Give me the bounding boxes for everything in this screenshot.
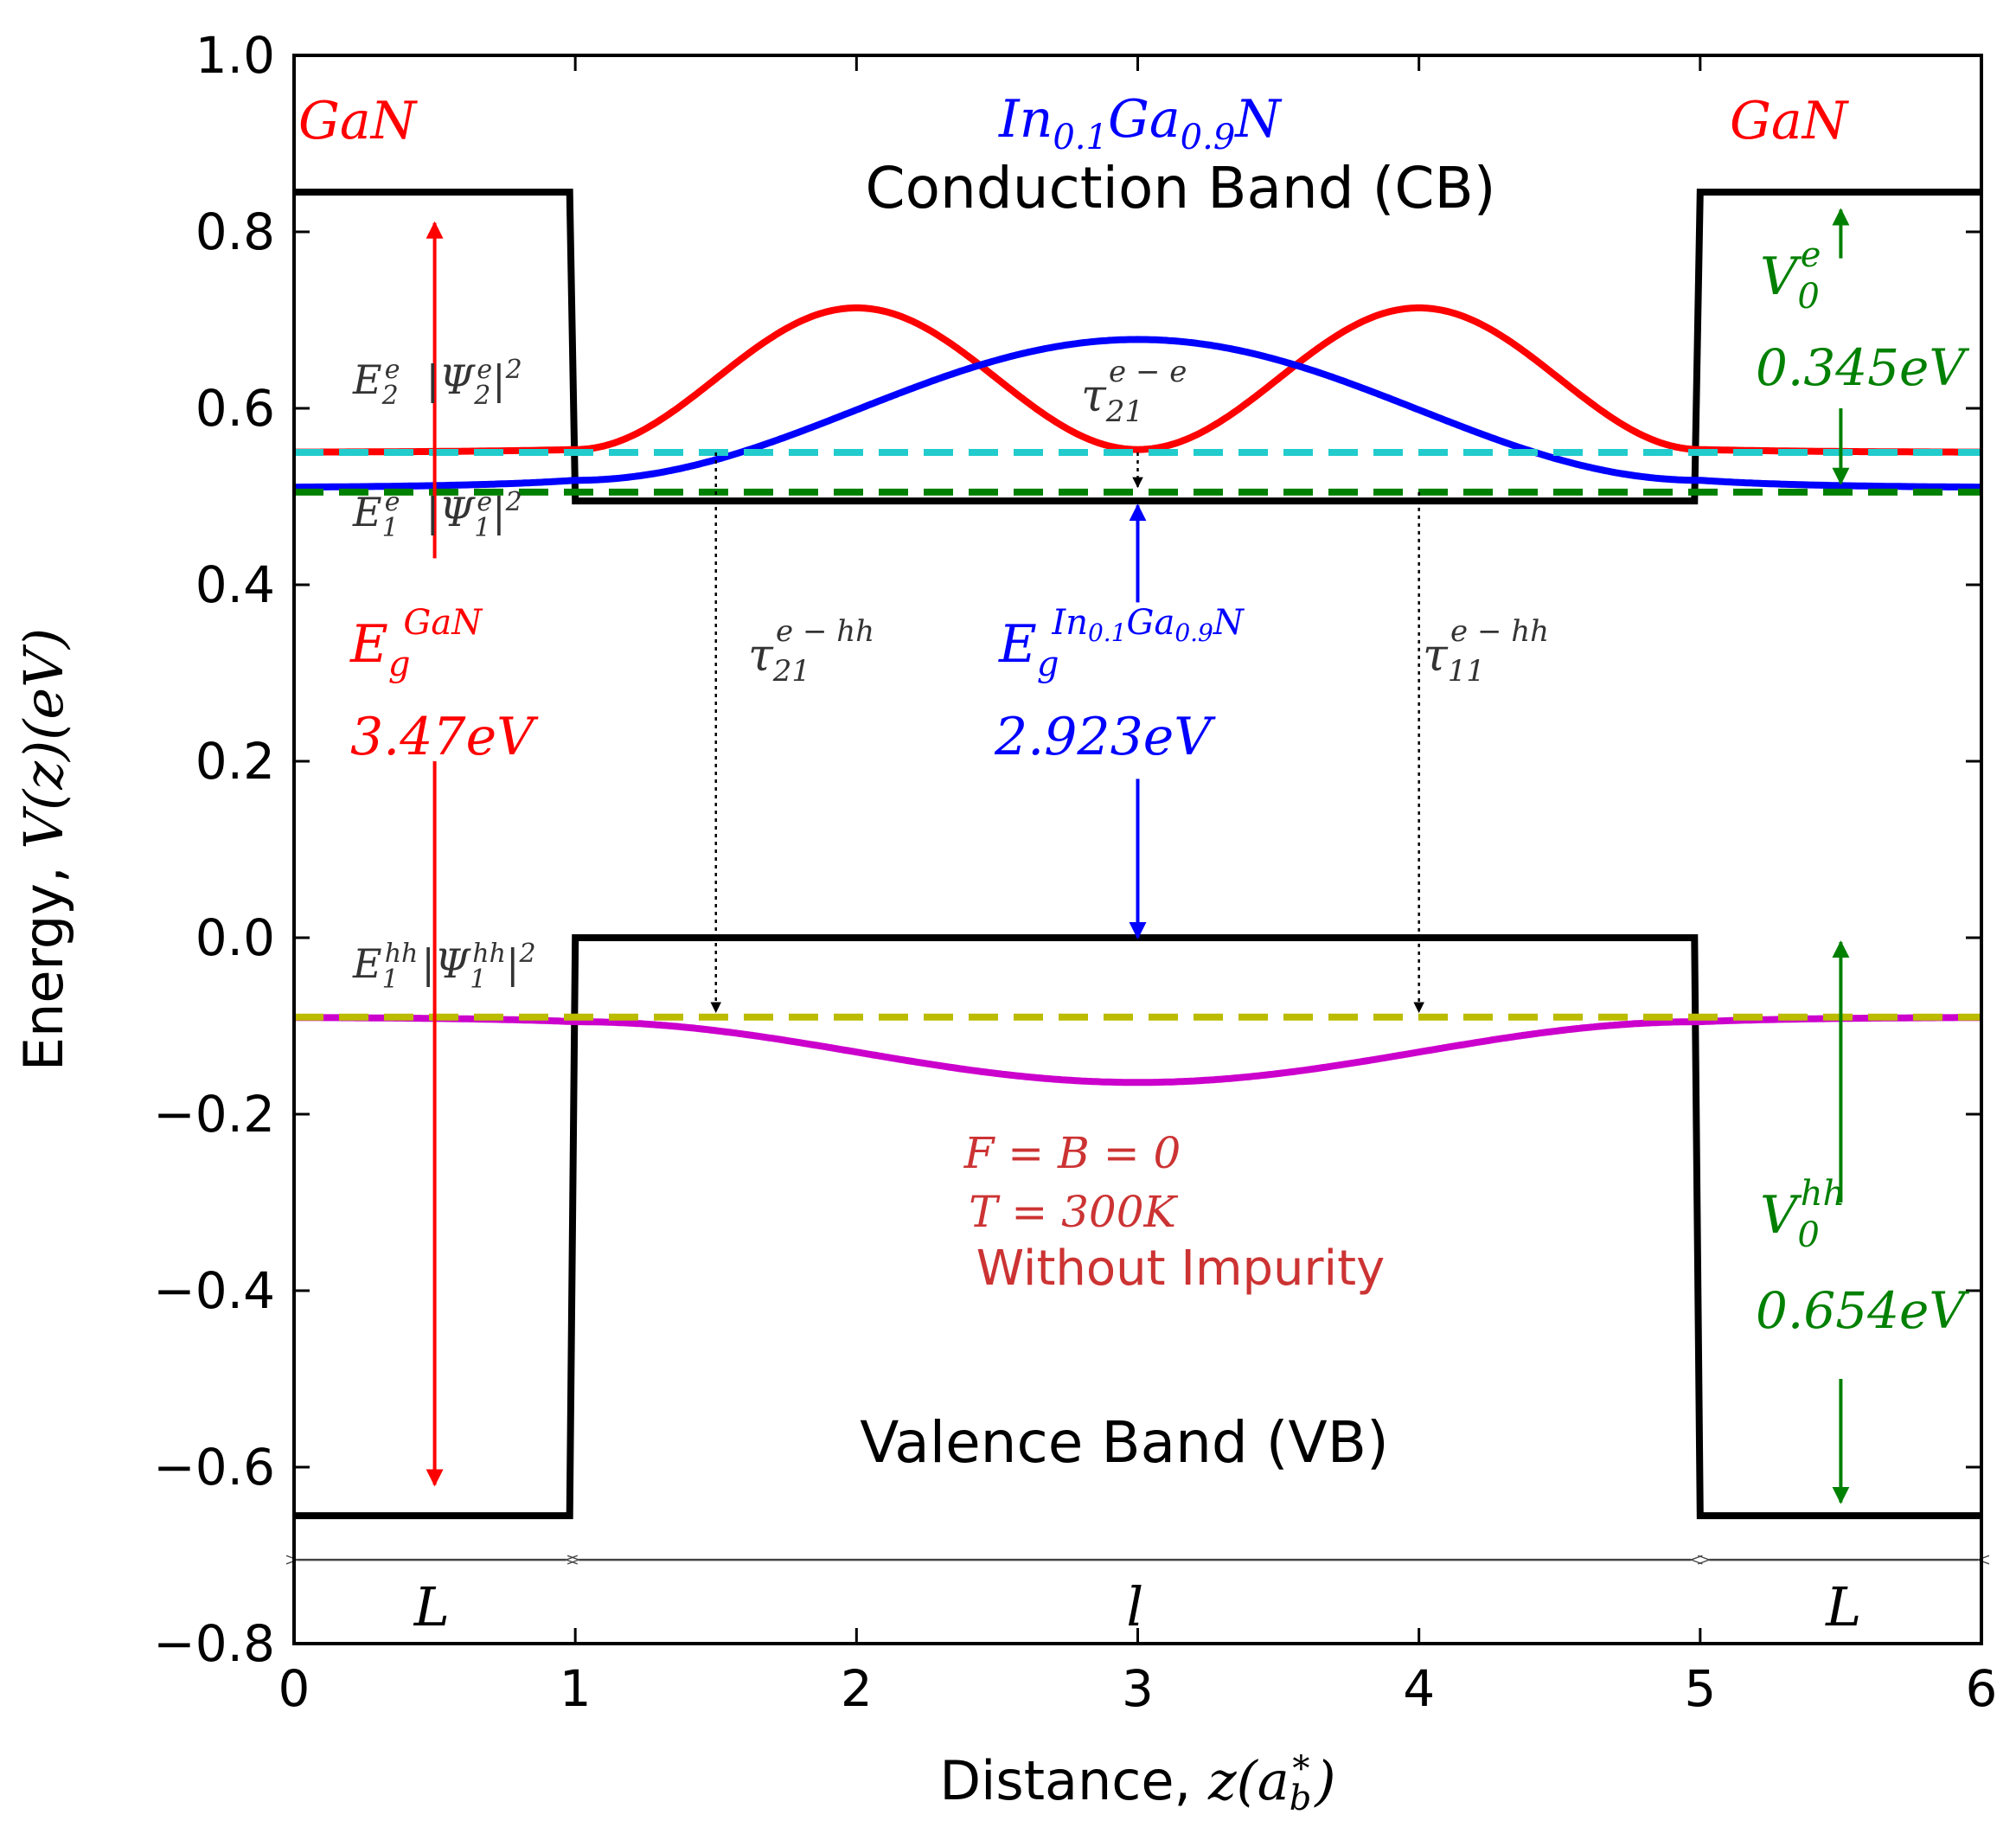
eg-ingan-label: EgIn0.1Ga0.9N	[998, 603, 1245, 684]
width-label-0: L	[413, 1575, 450, 1638]
x-tick-label: 6	[1966, 1659, 1998, 1718]
y-tick-label: 0.0	[195, 908, 275, 967]
e1-level-label: E1e |Ψ1e|2	[352, 487, 522, 543]
condition-temperature: T = 300K	[969, 1187, 1178, 1237]
v0e-label: V0e	[1760, 235, 1821, 317]
conduction-band-label: Conduction Band (CB)	[866, 155, 1496, 221]
gan-right-label: GaN	[1730, 91, 1850, 151]
condition-impurity: Without Impurity	[976, 1240, 1385, 1297]
series-line-4	[294, 1014, 1981, 1087]
condition-fields: F = B = 0	[963, 1128, 1181, 1178]
x-tick-label: 2	[841, 1659, 873, 1718]
y-tick-label: 0.8	[195, 202, 275, 261]
y-tick-label: −0.8	[153, 1614, 275, 1673]
x-tick-label: 0	[278, 1659, 310, 1718]
e2-level-label: E2e |Ψ2e|2	[352, 355, 522, 411]
width-label-2: L	[1825, 1575, 1861, 1638]
series-line-0	[294, 189, 1981, 505]
series-line-3	[294, 336, 1981, 491]
eg-gan-label: EgGaN	[349, 603, 483, 684]
width-label-1: l	[1126, 1575, 1143, 1638]
eg-ingan-value: 2.923eV	[994, 707, 1216, 767]
x-axis-title: Distance, z(ab*)	[939, 1749, 1335, 1818]
valence-band-label: Valence Band (VB)	[860, 1409, 1388, 1476]
ingan-label: In0.1Ga0.9N	[998, 89, 1283, 157]
v0hh-label: V0hh	[1760, 1174, 1845, 1255]
e1hh-level-label: E1hh|Ψ1hh|2	[352, 939, 536, 995]
tick-layer: 0 1 2 3 4 5 6 1.0 0.8 0.6 0.4 0.2 0.0 −0.2 −0.4 −0.6 −0.…	[153, 26, 1997, 1718]
gan-left-label: GaN	[298, 91, 419, 151]
y-tick-label: −0.2	[153, 1085, 275, 1144]
x-tick-label: 1	[560, 1659, 592, 1718]
y-axis-title: Energy, V(z)(eV)	[12, 628, 75, 1071]
y-tick-label: 0.6	[195, 379, 275, 438]
v0hh-value: 0.654eV	[1756, 1281, 1969, 1340]
v0e-value: 0.345eV	[1756, 338, 1969, 397]
y-tick-label: −0.6	[153, 1438, 275, 1497]
y-tick-label: −0.4	[153, 1261, 275, 1320]
y-tick-label: 1.0	[195, 26, 275, 85]
y-tick-label: 0.2	[195, 732, 275, 791]
series-layer	[294, 189, 1981, 1520]
y-tick-label: 0.4	[195, 555, 275, 614]
tau21-ee-label: τ21e − e	[1081, 355, 1187, 429]
eg-gan-value: 3.47eV	[350, 707, 539, 767]
x-tick-label: 3	[1122, 1659, 1154, 1718]
x-tick-label: 4	[1403, 1659, 1435, 1718]
tau21-ehh-label: τ21e − hh	[748, 614, 874, 689]
tau11-ehh-label: τ11e − hh	[1423, 614, 1549, 689]
x-tick-label: 5	[1684, 1659, 1716, 1718]
